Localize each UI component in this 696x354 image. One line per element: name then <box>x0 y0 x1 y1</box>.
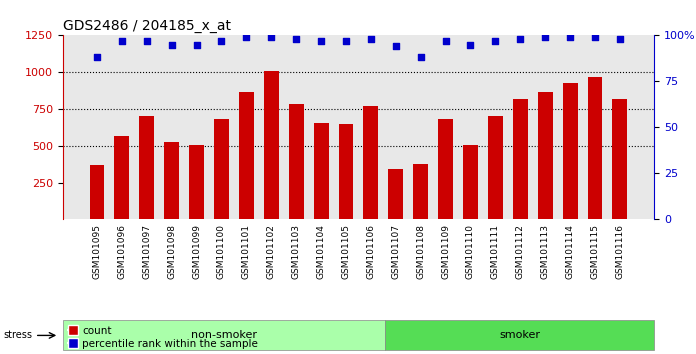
Bar <box>463 145 478 219</box>
Bar <box>164 142 179 219</box>
Point <box>440 38 451 44</box>
Bar <box>363 106 379 219</box>
Bar <box>612 99 627 219</box>
Bar <box>90 165 104 219</box>
Legend: count, percentile rank within the sample: count, percentile rank within the sample <box>68 326 258 349</box>
Bar <box>264 72 279 219</box>
Point <box>91 55 102 60</box>
Point <box>465 42 476 47</box>
Point <box>590 34 601 40</box>
Bar <box>338 125 354 219</box>
Bar <box>513 99 528 219</box>
Text: smoker: smoker <box>499 330 540 341</box>
Text: non-smoker: non-smoker <box>191 330 257 341</box>
Bar <box>587 78 603 219</box>
Bar <box>239 92 254 219</box>
Point <box>141 38 152 44</box>
Point <box>615 36 626 42</box>
Bar <box>189 145 204 219</box>
Bar <box>538 92 553 219</box>
Point <box>191 42 202 47</box>
Point <box>216 38 227 44</box>
Bar <box>114 136 129 219</box>
Point <box>515 36 526 42</box>
Text: GDS2486 / 204185_x_at: GDS2486 / 204185_x_at <box>63 19 230 34</box>
Point <box>340 38 351 44</box>
Bar <box>139 116 155 219</box>
Bar <box>488 116 503 219</box>
Point <box>116 38 127 44</box>
Bar <box>388 170 403 219</box>
Bar <box>289 104 303 219</box>
Text: stress: stress <box>3 330 33 341</box>
Point <box>315 38 326 44</box>
Point <box>490 38 501 44</box>
Point <box>415 55 426 60</box>
Bar <box>562 83 578 219</box>
Point <box>241 34 252 40</box>
Point <box>539 34 551 40</box>
Bar <box>413 164 428 219</box>
Bar <box>214 119 229 219</box>
Point <box>564 34 576 40</box>
Bar <box>314 123 329 219</box>
Bar <box>438 119 453 219</box>
Point <box>166 42 177 47</box>
Point <box>390 44 402 49</box>
Point <box>266 34 277 40</box>
Point <box>365 36 377 42</box>
Point <box>291 36 302 42</box>
